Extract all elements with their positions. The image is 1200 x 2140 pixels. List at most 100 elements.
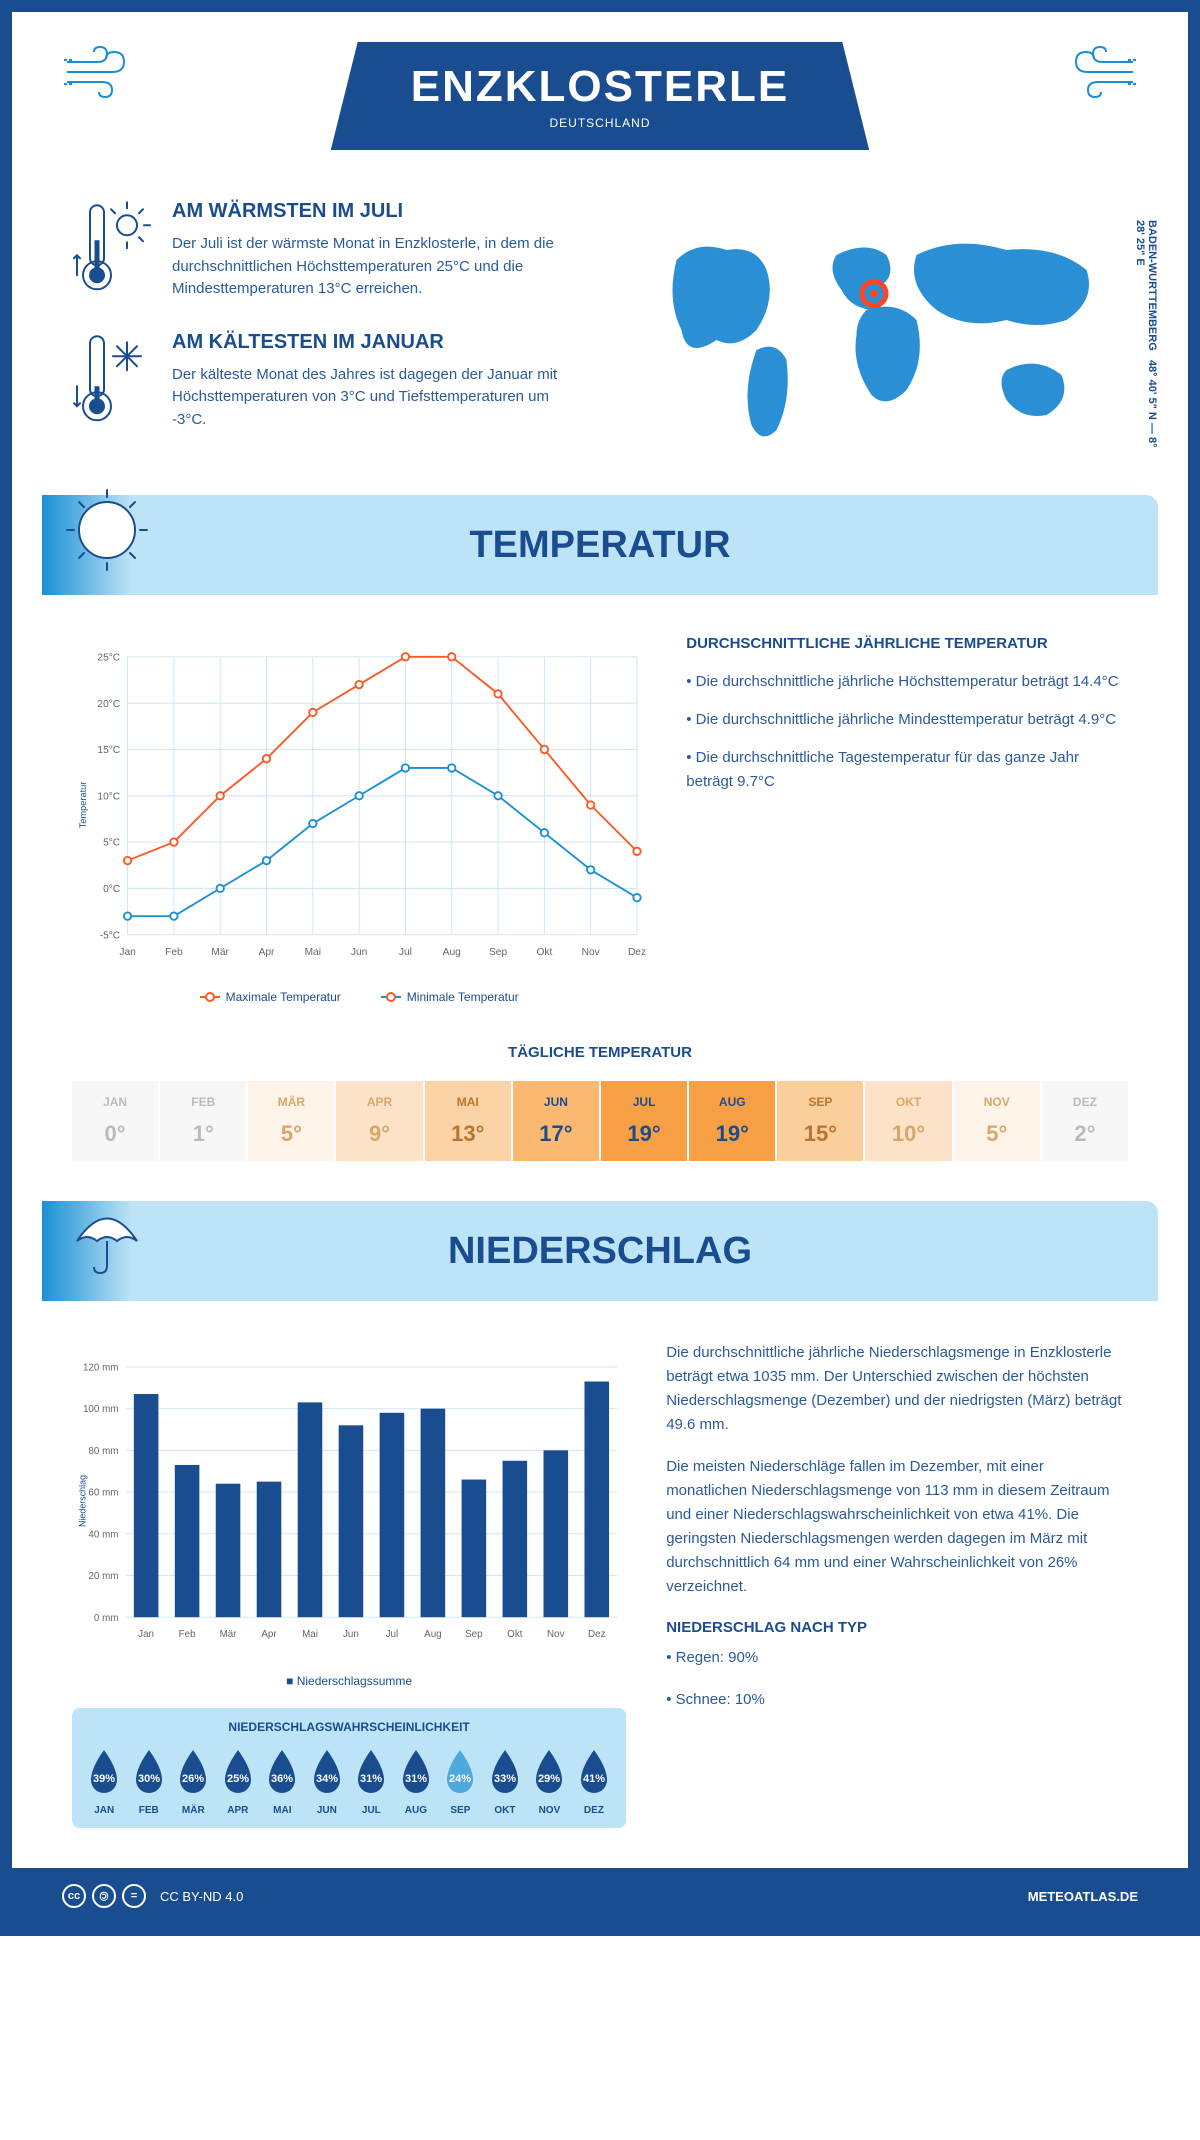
- temp-cell: JUL19°: [601, 1081, 687, 1161]
- country-label: DEUTSCHLAND: [411, 116, 789, 130]
- svg-text:26%: 26%: [182, 1773, 204, 1785]
- precip-legend: ■ Niederschlagssumme: [72, 1674, 626, 1688]
- svg-text:Nov: Nov: [582, 947, 601, 958]
- page-title: ENZKLOSTERLE: [411, 62, 789, 112]
- svg-text:Jan: Jan: [138, 1629, 154, 1640]
- site-name: METEOATLAS.DE: [1028, 1889, 1138, 1904]
- temp-cell: OKT10°: [865, 1081, 951, 1161]
- svg-text:Jun: Jun: [343, 1629, 359, 1640]
- precip-para: Die meisten Niederschläge fallen im Deze…: [666, 1455, 1128, 1599]
- temp-cell: FEB1°: [160, 1081, 246, 1161]
- svg-text:Jan: Jan: [119, 947, 135, 958]
- svg-text:Jul: Jul: [399, 947, 412, 958]
- svg-text:-5°C: -5°C: [100, 930, 120, 941]
- svg-text:Aug: Aug: [424, 1629, 442, 1640]
- svg-text:31%: 31%: [360, 1773, 382, 1785]
- svg-text:25°C: 25°C: [97, 653, 120, 664]
- svg-text:Jun: Jun: [351, 947, 367, 958]
- probability-drop: 34%JUN: [307, 1746, 348, 1816]
- thermometer-cold-icon: [72, 331, 152, 432]
- probability-drop: 31%AUG: [396, 1746, 437, 1816]
- nd-icon: =: [122, 1884, 146, 1908]
- svg-text:Sep: Sep: [489, 947, 507, 958]
- svg-text:80 mm: 80 mm: [88, 1446, 118, 1457]
- svg-text:Nov: Nov: [547, 1629, 565, 1640]
- precip-type: • Regen: 90%: [666, 1646, 1128, 1670]
- temp-cell: DEZ2°: [1042, 1081, 1128, 1161]
- precip-type: • Schnee: 10%: [666, 1688, 1128, 1712]
- svg-text:120 mm: 120 mm: [83, 1362, 119, 1373]
- svg-text:40 mm: 40 mm: [88, 1529, 118, 1540]
- precip-section-header: NIEDERSCHLAG: [42, 1201, 1158, 1301]
- temperature-section-header: TEMPERATUR: [42, 495, 1158, 595]
- svg-text:60 mm: 60 mm: [88, 1488, 118, 1499]
- temp-cell: APR9°: [336, 1081, 422, 1161]
- coldest-block: AM KÄLTESTEN IM JANUAR Der kälteste Mona…: [72, 331, 575, 432]
- svg-text:15°C: 15°C: [97, 745, 120, 756]
- svg-text:Aug: Aug: [443, 947, 461, 958]
- daily-temp-title: TÄGLICHE TEMPERATUR: [72, 1044, 1128, 1061]
- temp-cell: MAI13°: [425, 1081, 511, 1161]
- svg-text:34%: 34%: [316, 1773, 338, 1785]
- svg-text:Mär: Mär: [211, 947, 229, 958]
- license-text: CC BY-ND 4.0: [160, 1889, 243, 1904]
- temp-cell: SEP15°: [777, 1081, 863, 1161]
- by-icon: 🄯: [92, 1884, 116, 1908]
- precip-bar-chart: 0 mm20 mm40 mm60 mm80 mm100 mm120 mmJanF…: [72, 1341, 626, 1661]
- temp-cell: NOV5°: [954, 1081, 1040, 1161]
- svg-text:Mai: Mai: [305, 947, 321, 958]
- temp-bullet: • Die durchschnittliche Tagestemperatur …: [686, 746, 1128, 794]
- svg-text:Feb: Feb: [165, 947, 183, 958]
- temp-cell: JAN0°: [72, 1081, 158, 1161]
- sun-icon: [62, 485, 152, 575]
- precip-type-title: NIEDERSCHLAG NACH TYP: [666, 1619, 1128, 1636]
- temp-cell: JUN17°: [513, 1081, 599, 1161]
- svg-text:Okt: Okt: [507, 1629, 523, 1640]
- probability-drop: 29%NOV: [529, 1746, 570, 1816]
- world-map: [625, 200, 1128, 460]
- svg-text:5°C: 5°C: [103, 838, 120, 849]
- page-footer: cc 🄯 = CC BY-ND 4.0 METEOATLAS.DE: [12, 1868, 1188, 1924]
- temperature-legend: .legend-marker:nth-child(1)::after{borde…: [72, 990, 646, 1004]
- svg-text:Niederschlag: Niederschlag: [77, 1475, 87, 1527]
- svg-text:20 mm: 20 mm: [88, 1571, 118, 1582]
- svg-text:Dez: Dez: [628, 947, 646, 958]
- svg-text:31%: 31%: [405, 1773, 427, 1785]
- probability-drop: 36%MAI: [262, 1746, 303, 1816]
- probability-drop: 26%MÄR: [173, 1746, 214, 1816]
- svg-text:29%: 29%: [538, 1773, 560, 1785]
- svg-text:36%: 36%: [271, 1773, 293, 1785]
- warmest-block: AM WÄRMSTEN IM JULI Der Juli ist der wär…: [72, 200, 575, 301]
- wind-icon: [1058, 42, 1138, 102]
- daily-temp-grid: JAN0°FEB1°MÄR5°APR9°MAI13°JUN17°JUL19°AU…: [72, 1081, 1128, 1161]
- wind-icon: [62, 42, 142, 102]
- svg-text:Mär: Mär: [220, 1629, 238, 1640]
- cc-icon: cc: [62, 1884, 86, 1908]
- temp-cell: MÄR5°: [248, 1081, 334, 1161]
- svg-text:33%: 33%: [494, 1773, 516, 1785]
- svg-text:20°C: 20°C: [97, 699, 120, 710]
- svg-text:Dez: Dez: [588, 1629, 606, 1640]
- umbrella-icon: [62, 1191, 152, 1281]
- page-header: ENZKLOSTERLE DEUTSCHLAND: [12, 12, 1188, 170]
- svg-text:30%: 30%: [138, 1773, 160, 1785]
- warmest-title: AM WÄRMSTEN IM JULI: [172, 200, 575, 223]
- coordinates: BADEN-WURTTEMBERG 48° 40' 5" N — 8° 28' …: [1134, 220, 1158, 465]
- temp-info-title: DURCHSCHNITTLICHE JÄHRLICHE TEMPERATUR: [686, 635, 1128, 652]
- coldest-title: AM KÄLTESTEN IM JANUAR: [172, 331, 575, 354]
- svg-text:100 mm: 100 mm: [83, 1404, 119, 1415]
- prob-title: NIEDERSCHLAGSWAHRSCHEINLICHKEIT: [84, 1720, 614, 1734]
- probability-drop: 24%SEP: [440, 1746, 481, 1816]
- temp-bullet: • Die durchschnittliche jährliche Mindes…: [686, 708, 1128, 732]
- svg-text:24%: 24%: [449, 1773, 471, 1785]
- temp-cell: AUG19°: [689, 1081, 775, 1161]
- temperature-line-chart: -5°C0°C5°C10°C15°C20°C25°CJanFebMärAprMa…: [72, 635, 646, 975]
- svg-text:Apr: Apr: [259, 947, 275, 958]
- svg-text:Feb: Feb: [179, 1629, 196, 1640]
- precip-para: Die durchschnittliche jährliche Niedersc…: [666, 1341, 1128, 1437]
- svg-text:41%: 41%: [583, 1773, 605, 1785]
- svg-text:39%: 39%: [93, 1773, 115, 1785]
- temp-bullet: • Die durchschnittliche jährliche Höchst…: [686, 670, 1128, 694]
- probability-drop: 33%OKT: [485, 1746, 526, 1816]
- svg-text:Temperatur: Temperatur: [78, 782, 88, 829]
